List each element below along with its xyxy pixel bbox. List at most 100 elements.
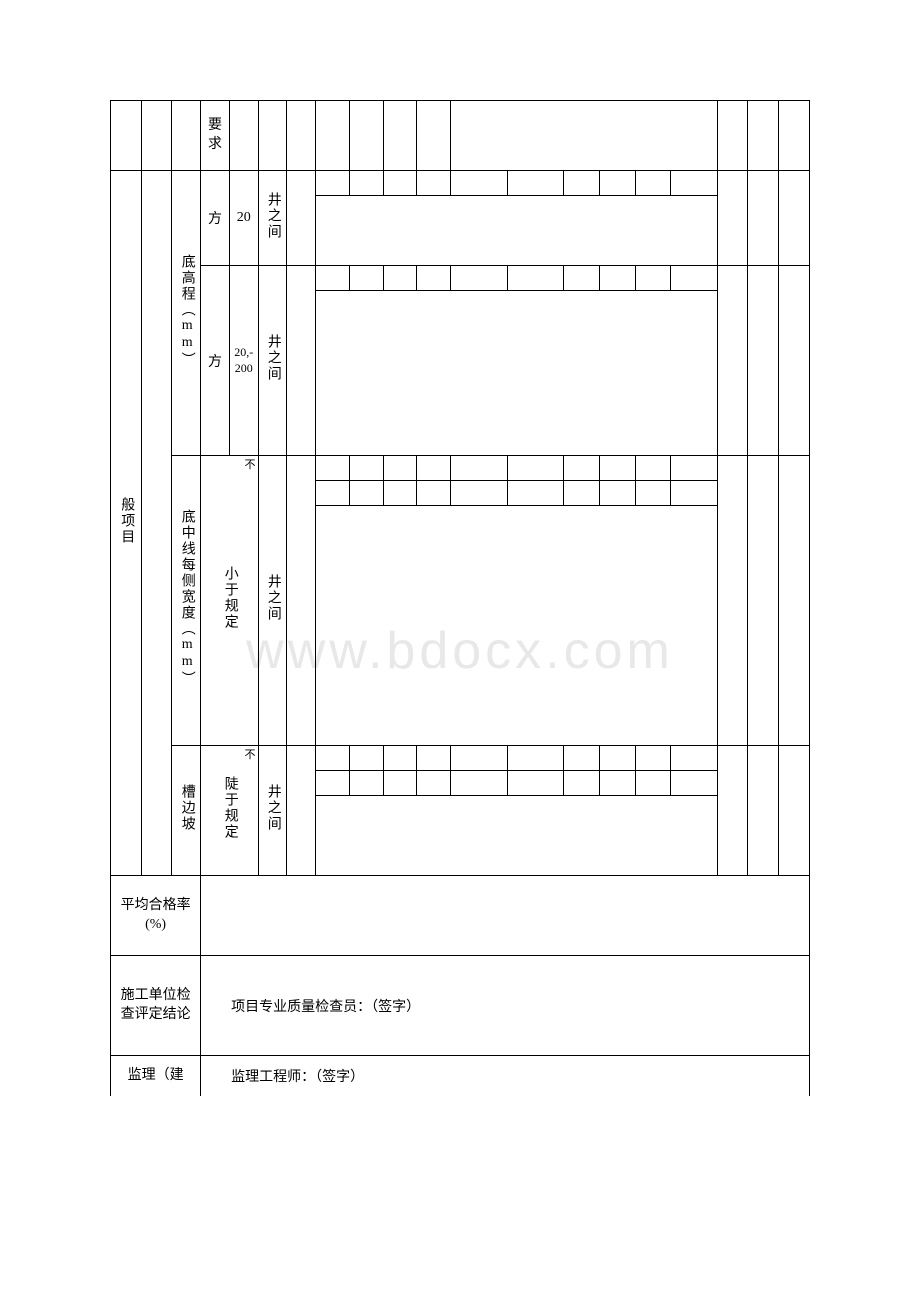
inspection-table: 要求 般项目 底高程（mm） 方 20 井之间: [110, 100, 810, 1096]
avg-rate-label: 平均合格率(%): [111, 876, 201, 956]
r2b-c13: [507, 481, 563, 506]
hdr-c1: [111, 101, 142, 171]
section-label: 般项目: [111, 171, 142, 876]
supervision-content: 监理工程师：（签字）: [201, 1056, 810, 1096]
r3-c19: [748, 746, 779, 876]
r2-c13: [507, 456, 563, 481]
r1c-c12: [451, 266, 507, 291]
r1c-c13: [507, 266, 563, 291]
r1c-c10: [383, 266, 417, 291]
hdr-c18: [717, 101, 748, 171]
hdr-c6: [258, 101, 287, 171]
r3-c17: [671, 746, 717, 771]
hdr-c10: [383, 101, 417, 171]
hdr-c2: [141, 101, 172, 171]
row3-item: 槽边坡: [172, 746, 201, 876]
r3-c18: [717, 746, 748, 876]
hdr-c7: [287, 101, 316, 171]
r2-c16: [635, 456, 671, 481]
r2b-c15: [599, 481, 635, 506]
r1a-c9: [349, 171, 383, 196]
r1a-c19: [748, 171, 779, 266]
r1a-c17: [671, 171, 717, 196]
r3b-c13: [507, 771, 563, 796]
hdr-c9: [349, 101, 383, 171]
r2b-c17: [671, 481, 717, 506]
r1a-c14: [563, 171, 599, 196]
r2-c12: [451, 456, 507, 481]
r2-c15: [599, 456, 635, 481]
row1-sub2-label: 方: [201, 266, 230, 456]
r1a-c15: [599, 171, 635, 196]
hdr-c12: [451, 101, 717, 171]
r2b-c16: [635, 481, 671, 506]
r1a-c13: [507, 171, 563, 196]
r3b-c11: [417, 771, 451, 796]
hdr-c3: [172, 101, 201, 171]
r3-c13: [507, 746, 563, 771]
r2-c19: [748, 456, 779, 746]
r3-c10: [383, 746, 417, 771]
r2-c18: [717, 456, 748, 746]
row2-scope: 井之间: [258, 456, 287, 746]
row1-sub1-scope: 井之间: [258, 171, 287, 266]
r1a-c7: [287, 171, 316, 266]
r3b-c17: [671, 771, 717, 796]
r3b-c10: [383, 771, 417, 796]
r3b-c12: [451, 771, 507, 796]
supervision-label: 监理（建: [111, 1056, 201, 1096]
r1c-c17: [671, 266, 717, 291]
row3-rule: 不陡于规定: [201, 746, 258, 876]
r1a-c12: [451, 171, 507, 196]
hdr-c8: [315, 101, 349, 171]
hdr-c5: [229, 101, 258, 171]
r1c-c8: [315, 266, 349, 291]
r1c-c7: [287, 266, 316, 456]
r1c-c18: [717, 266, 748, 456]
r2-c20: [779, 456, 810, 746]
row1-item: 底高程（mm）: [172, 171, 201, 456]
r2b-c8: [315, 481, 349, 506]
r3-c14: [563, 746, 599, 771]
r1c-c11: [417, 266, 451, 291]
r2b-c12: [451, 481, 507, 506]
r1c-c14: [563, 266, 599, 291]
r2-c7: [287, 456, 316, 746]
r3b-c15: [599, 771, 635, 796]
r1a-c10: [383, 171, 417, 196]
hdr-c20: [779, 101, 810, 171]
row1-sub1-label: 方: [201, 171, 230, 266]
row1-sub2-value: 20,-200: [229, 266, 258, 456]
row2-item: 底中线每侧宽度（mm）: [172, 456, 201, 746]
r3b-c16: [635, 771, 671, 796]
r2-c8: [315, 456, 349, 481]
r2-c10: [383, 456, 417, 481]
r1c-c16: [635, 266, 671, 291]
r3-c7: [287, 746, 316, 876]
r1a-c16: [635, 171, 671, 196]
r3-c8: [315, 746, 349, 771]
r2-c14: [563, 456, 599, 481]
r3c-merged: [315, 796, 717, 876]
construction-label: 施工单位检查评定结论: [111, 956, 201, 1056]
r1a-c20: [779, 171, 810, 266]
r3b-c8: [315, 771, 349, 796]
r1c-c15: [599, 266, 635, 291]
r1b-merged: [315, 196, 717, 266]
construction-content: 项目专业质量检查员：（签字）: [201, 956, 810, 1056]
row3-scope: 井之间: [258, 746, 287, 876]
r1c-c9: [349, 266, 383, 291]
hdr-c11: [417, 101, 451, 171]
hdr-requirement: 要求: [201, 101, 230, 171]
r3-c12: [451, 746, 507, 771]
r2-c17: [671, 456, 717, 481]
r3b-c14: [563, 771, 599, 796]
row-num-col: [141, 171, 172, 876]
r2-c11: [417, 456, 451, 481]
r2b-c11: [417, 481, 451, 506]
r3-c9: [349, 746, 383, 771]
r3-c11: [417, 746, 451, 771]
r2b-c9: [349, 481, 383, 506]
row1-sub1-value: 20: [229, 171, 258, 266]
r2b-c14: [563, 481, 599, 506]
